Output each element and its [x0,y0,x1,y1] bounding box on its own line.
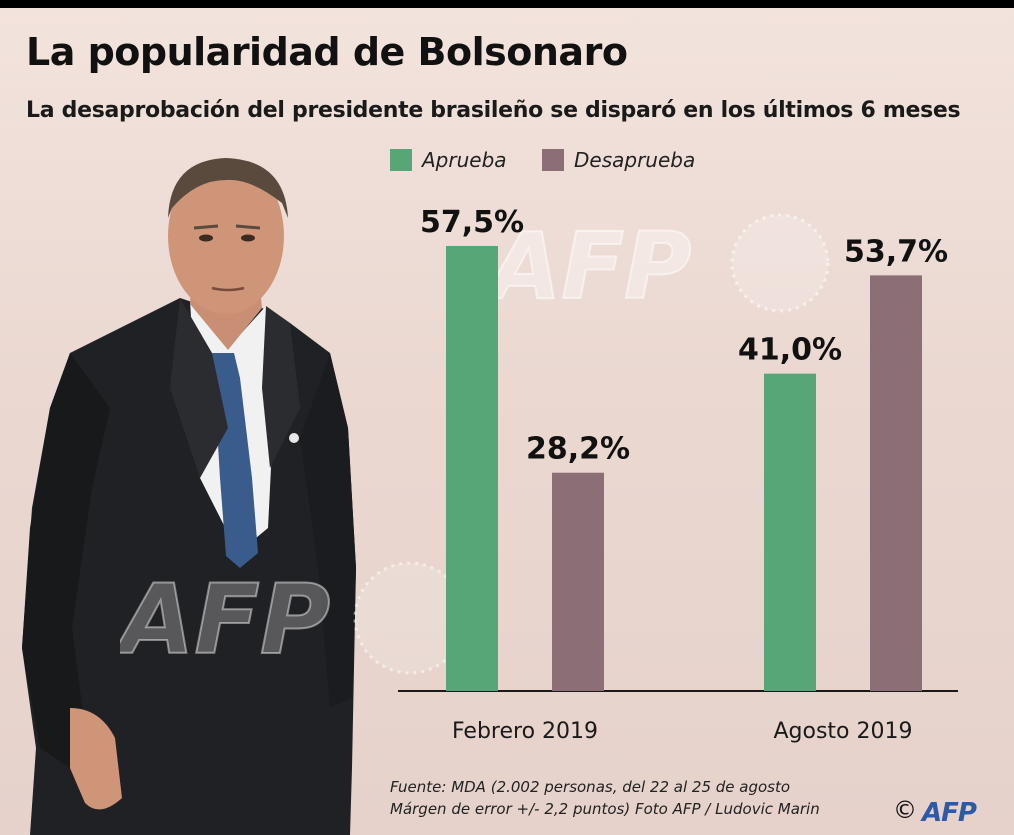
afp-logo: AFP [922,798,977,828]
legend-item-approve: Aprueba [390,148,507,172]
category-label-febrero: Febrero 2019 [452,719,598,744]
legend-label-approve: Aprueba [422,148,507,172]
data-label-disapprove-agosto: 53,7% [844,234,948,269]
bar-approve-agosto [764,373,816,691]
legend-label-disapprove: Desaprueba [574,148,696,172]
data-label-disapprove-febrero: 28,2% [526,432,630,467]
legend-swatch-approve [390,149,412,171]
category-label-agosto: Agosto 2019 [773,719,912,744]
data-label-approve-febrero: 57,5% [420,205,524,240]
source-line-1: Fuente: MDA (2.002 personas, del 22 al 2… [390,778,791,796]
copyright-symbol: © [893,796,917,824]
bar-disapprove-febrero [552,472,604,691]
bar-disapprove-agosto [870,275,922,691]
page-subtitle: La desaprobación del presidente brasileñ… [26,98,961,123]
page-title: La popularidad de Bolsonaro [26,30,628,74]
person-photo [22,158,356,835]
legend-swatch-disapprove [542,149,564,171]
bar-approve-febrero [446,245,498,691]
legend-item-disapprove: Desaprueba [542,148,695,172]
source-line-2: Márgen de error +/- 2,2 puntos) Foto AFP… [390,800,820,818]
bar-chart: 57,5% 28,2% Febrero 2019 41,0% 53,7% Agosto 2… [398,205,958,744]
infographic: La popularidad de Bolsonaro La desaproba… [0,8,1014,835]
source-note: Fuente: MDA (2.002 personas, del 22 al 2… [390,776,950,820]
data-label-approve-agosto: 41,0% [738,333,842,368]
